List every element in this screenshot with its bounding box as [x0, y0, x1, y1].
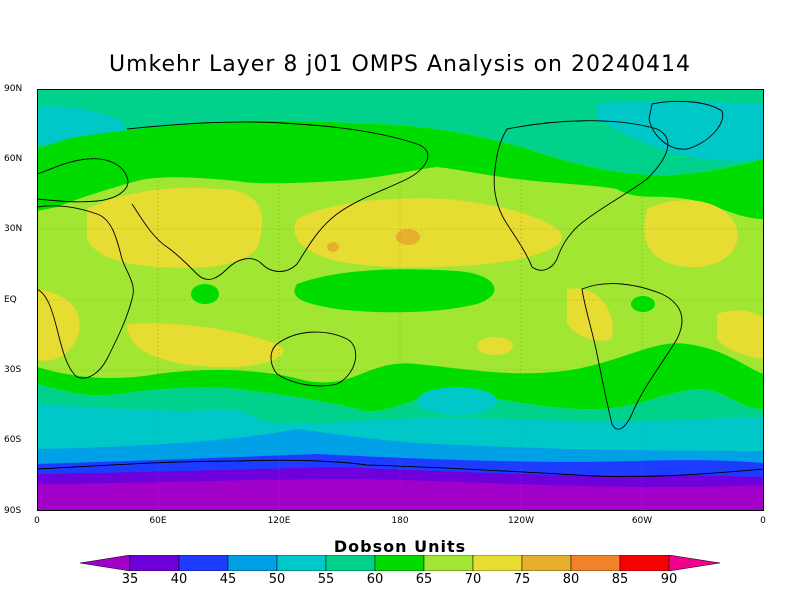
colorbar-cell-85-90: [619, 554, 670, 572]
band-tropical-green-2: [191, 284, 219, 304]
colorbar-cell-70-75: [472, 554, 523, 572]
colorbar-cell-40-45: [178, 554, 229, 572]
band-south-green: [37, 343, 764, 412]
band-tropical-green-3: [631, 296, 655, 312]
band-north-polar: [37, 89, 764, 176]
band-south-yellow-1: [37, 289, 80, 361]
colorbar-min-arrow: [79, 554, 131, 572]
colorbar-cell-35-40: [129, 554, 180, 572]
hotspot-orange-2: [327, 242, 339, 252]
band-north-yellow-1: [87, 187, 263, 268]
colorbar-label-70: 70: [464, 572, 482, 587]
lon-label-0-right: 0: [760, 516, 766, 526]
colorbar-label-90: 90: [660, 572, 678, 587]
ozone-map: [36, 89, 765, 511]
colorbar-cell-75-80: [521, 554, 572, 572]
lon-label-60e: 60E: [149, 516, 167, 526]
lat-label-90s: 90S: [4, 506, 22, 516]
colorbar-label-50: 50: [268, 572, 286, 587]
colorbar-label-40: 40: [170, 572, 188, 587]
colorbar-label-65: 65: [415, 572, 433, 587]
colorbar-label-80: 80: [562, 572, 580, 587]
colorbar-cell-45-50: [227, 554, 278, 572]
band-north-green: [37, 120, 764, 219]
colorbar-label-45: 45: [219, 572, 237, 587]
lon-label-60w: 60W: [631, 516, 653, 526]
band-south-purple: [37, 479, 764, 511]
band-south-yellow-3: [567, 288, 613, 341]
band-north-yellow-3: [644, 200, 738, 268]
map-title: Umkehr Layer 8 j01 OMPS Analysis on 2024…: [109, 52, 691, 77]
band-tropical-green-1: [294, 269, 495, 313]
coastlines: [36, 100, 765, 478]
band-south-yellow-5: [477, 337, 513, 355]
colorbar-cell-50-55: [276, 554, 327, 572]
lat-label-60s: 60S: [4, 435, 22, 445]
colorbar-max-arrow: [668, 554, 721, 572]
colorbar-cell-55-60: [325, 554, 376, 572]
lat-label-90n: 90N: [4, 84, 23, 94]
band-south-yellow-4: [717, 310, 764, 359]
colorbar: [79, 554, 721, 572]
colorbar-label-75: 75: [513, 572, 531, 587]
lon-label-0-left: 0: [34, 516, 40, 526]
lat-label-30s: 30S: [4, 365, 22, 375]
colorbar-label-60: 60: [366, 572, 384, 587]
lon-label-120w: 120W: [507, 516, 535, 526]
map-frame: [37, 89, 764, 511]
colorbar-title: Dobson Units: [333, 537, 467, 556]
band-south-cyan-2: [417, 387, 497, 415]
lat-label-eq: EQ: [4, 295, 17, 305]
colorbar-cell-80-85: [570, 554, 621, 572]
colorbar-cell-60-65: [374, 554, 425, 572]
hotspot-orange-1: [396, 229, 420, 245]
colorbar-label-35: 35: [121, 572, 139, 587]
lon-label-180: 180: [391, 516, 409, 526]
colorbar-cell-65-70: [423, 554, 474, 572]
colorbar-label-85: 85: [611, 572, 629, 587]
lat-label-30n: 30N: [4, 224, 23, 234]
colorbar-label-55: 55: [317, 572, 335, 587]
band-south-yellow-2: [127, 323, 284, 368]
band-north-yellow-2: [294, 198, 563, 268]
lon-label-120e: 120E: [267, 516, 291, 526]
band-north-teal-2: [597, 100, 764, 162]
lat-label-60n: 60N: [4, 154, 23, 164]
